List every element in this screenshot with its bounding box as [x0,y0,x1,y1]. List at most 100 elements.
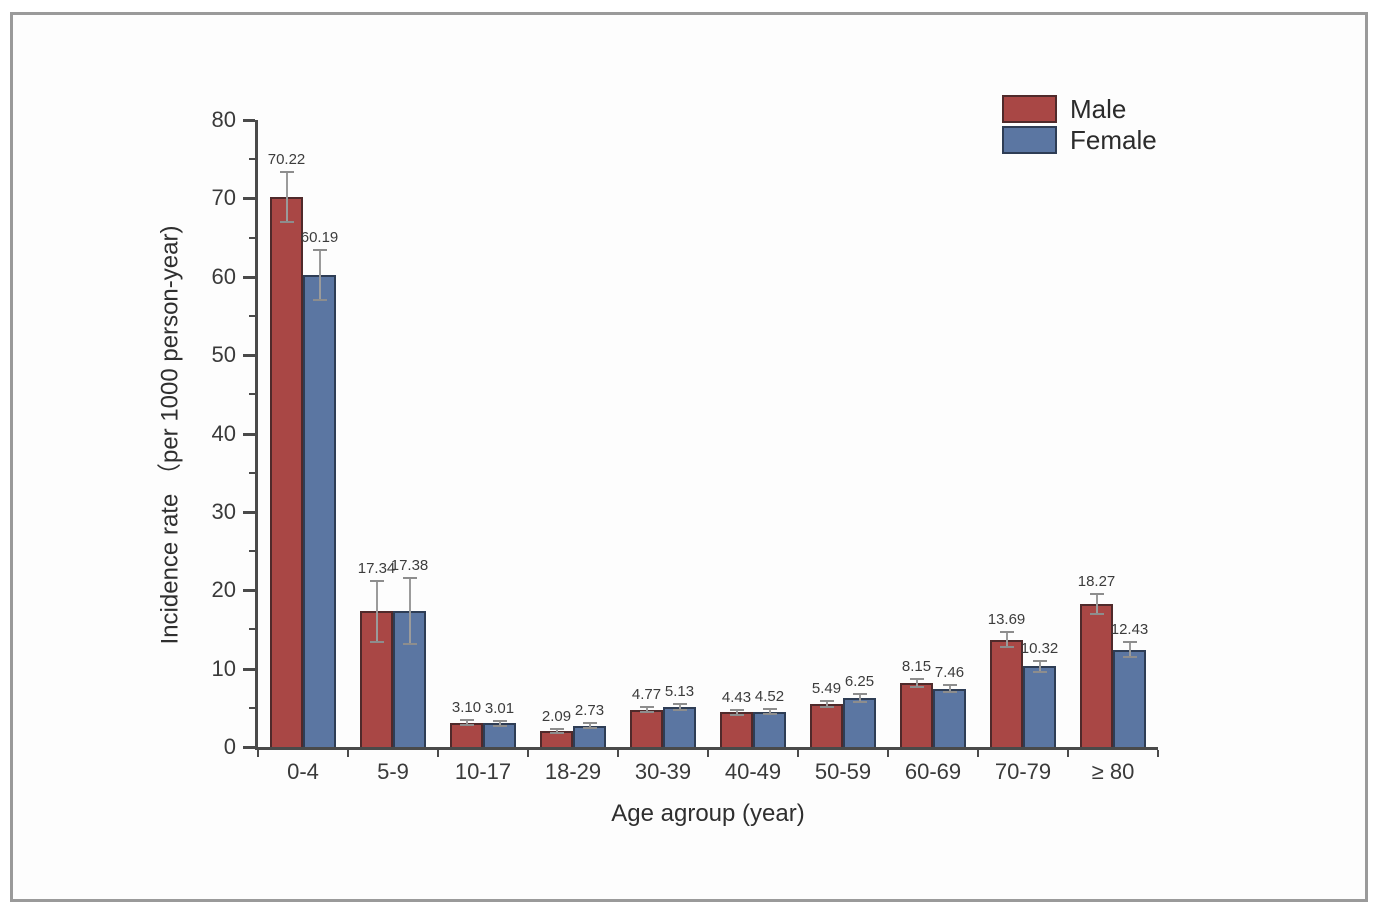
error-bar-cap-top [402,576,417,579]
x-axis-tick [1067,750,1069,757]
bar-male-10-17 [450,722,483,747]
y-axis-tick-label: 30 [211,498,236,524]
y-axis-tick-label: 70 [211,185,236,211]
x-axis-tick [977,750,979,757]
error-bar-female-5-9 [408,577,411,644]
error-bar-cap-top [999,631,1014,634]
error-bar-female-70-79 [1038,660,1041,672]
data-label-female-30-39: 5.13 [664,683,695,701]
x-axis-title: Age agroup (year) [611,800,805,827]
x-axis-tick [437,750,439,757]
figure-border-frame [10,12,1368,902]
legend-item-male: Male [1002,95,1157,123]
error-bar-male-0-4 [285,171,288,222]
x-axis-tick [527,750,529,757]
x-axis-category-label: 10-17 [454,759,512,784]
bar-male-60-69 [900,683,933,747]
data-label-male-10-17: 3.10 [451,699,482,717]
data-label-female-18-29: 2.73 [574,702,605,720]
data-label-male-≥ 80: 18.27 [1077,572,1116,590]
error-bar-female-40-49 [768,709,771,714]
bar-female-≥ 80 [1113,649,1146,747]
y-axis-major-tick [243,119,255,122]
bar-male-30-39 [630,709,663,747]
x-axis-category-label: 60-69 [904,759,962,784]
data-label-male-0-4: 70.22 [267,150,306,168]
error-bar-male-30-39 [645,706,648,713]
y-axis-minor-tick [249,158,255,161]
error-bar-cap-bottom [582,726,597,729]
female-color-swatch [1002,126,1057,154]
error-bar-cap-top [582,722,597,725]
bar-female-10-17 [483,723,516,747]
y-axis-minor-tick [249,314,255,317]
x-axis-tick [1157,750,1159,757]
data-label-male-40-49: 4.43 [721,688,752,706]
x-axis-category-label: 5-9 [377,759,409,784]
error-bar-cap-top [549,727,564,730]
x-axis-tick [707,750,709,757]
y-axis-tick-label: 20 [211,577,236,603]
y-axis-tick-label: 40 [211,420,236,446]
error-bar-cap-top [909,677,924,680]
error-bar-male-5-9 [375,580,378,642]
error-bar-cap-bottom [909,686,924,689]
data-label-female-10-17: 3.01 [484,700,515,718]
y-axis-tick-label: 50 [211,342,236,368]
error-bar-male-50-59 [825,700,828,708]
y-axis-major-tick [243,589,255,593]
error-bar-female-≥ 80 [1128,641,1131,658]
y-axis-major-tick [243,667,255,671]
y-axis-tick-label: 80 [211,107,236,132]
y-axis-minor-tick [249,471,255,474]
error-bar-cap-top [672,703,687,706]
error-bar-cap-top [942,683,957,686]
x-axis-category-label: 50-59 [814,759,872,784]
y-axis-tick-label: 60 [211,263,236,289]
x-axis-tick [257,750,259,757]
x-axis-line [255,747,1158,750]
data-label-male-5-9: 17.34 [357,559,396,577]
error-bar-cap-bottom [459,724,474,727]
error-bar-female-50-59 [858,694,861,702]
error-bar-cap-bottom [369,640,384,643]
data-label-female-0-4: 60.19 [300,229,339,247]
error-bar-cap-top [729,708,744,711]
error-bar-cap-bottom [639,711,654,714]
y-axis-major-tick [243,197,255,201]
y-axis-minor-tick [249,628,255,631]
data-label-female-40-49: 4.52 [754,688,785,706]
x-axis-tick [887,750,889,757]
y-axis-tick-label: 10 [211,655,236,681]
error-bar-cap-top [279,170,294,173]
error-bar-cap-bottom [672,708,687,711]
bar-female-70-79 [1023,666,1056,747]
x-axis-category-label: ≥ 80 [1091,759,1135,784]
error-bar-male-18-29 [555,728,558,733]
error-bar-cap-bottom [1122,656,1137,659]
bar-male-50-59 [810,703,843,747]
legend: Male Female [1002,95,1157,157]
data-label-male-70-79: 13.69 [987,611,1026,629]
legend-label-male: Male [1070,94,1127,124]
error-bar-cap-bottom [312,299,327,302]
error-bar-cap-bottom [492,724,507,727]
bar-male-70-79 [990,639,1023,747]
error-bar-female-30-39 [678,704,681,710]
x-axis-category-label: 30-39 [634,759,692,784]
error-bar-cap-top [312,249,327,252]
error-bar-female-10-17 [498,721,501,726]
x-axis-tick [347,750,349,757]
y-axis-minor-tick [249,706,255,709]
y-axis-title: Incidence rate （per 1000 person-year) [156,225,184,645]
y-axis-major-tick [243,275,255,279]
error-bar-female-18-29 [588,723,591,728]
y-axis-minor-tick [249,236,255,239]
x-axis-category-label: 0-4 [287,759,319,784]
error-bar-cap-top [459,719,474,722]
data-label-female-60-69: 7.46 [934,663,965,681]
error-bar-cap-bottom [402,642,417,645]
data-label-female-70-79: 10.32 [1020,639,1059,657]
bar-male-≥ 80 [1080,603,1113,747]
error-bar-cap-bottom [1089,612,1104,615]
